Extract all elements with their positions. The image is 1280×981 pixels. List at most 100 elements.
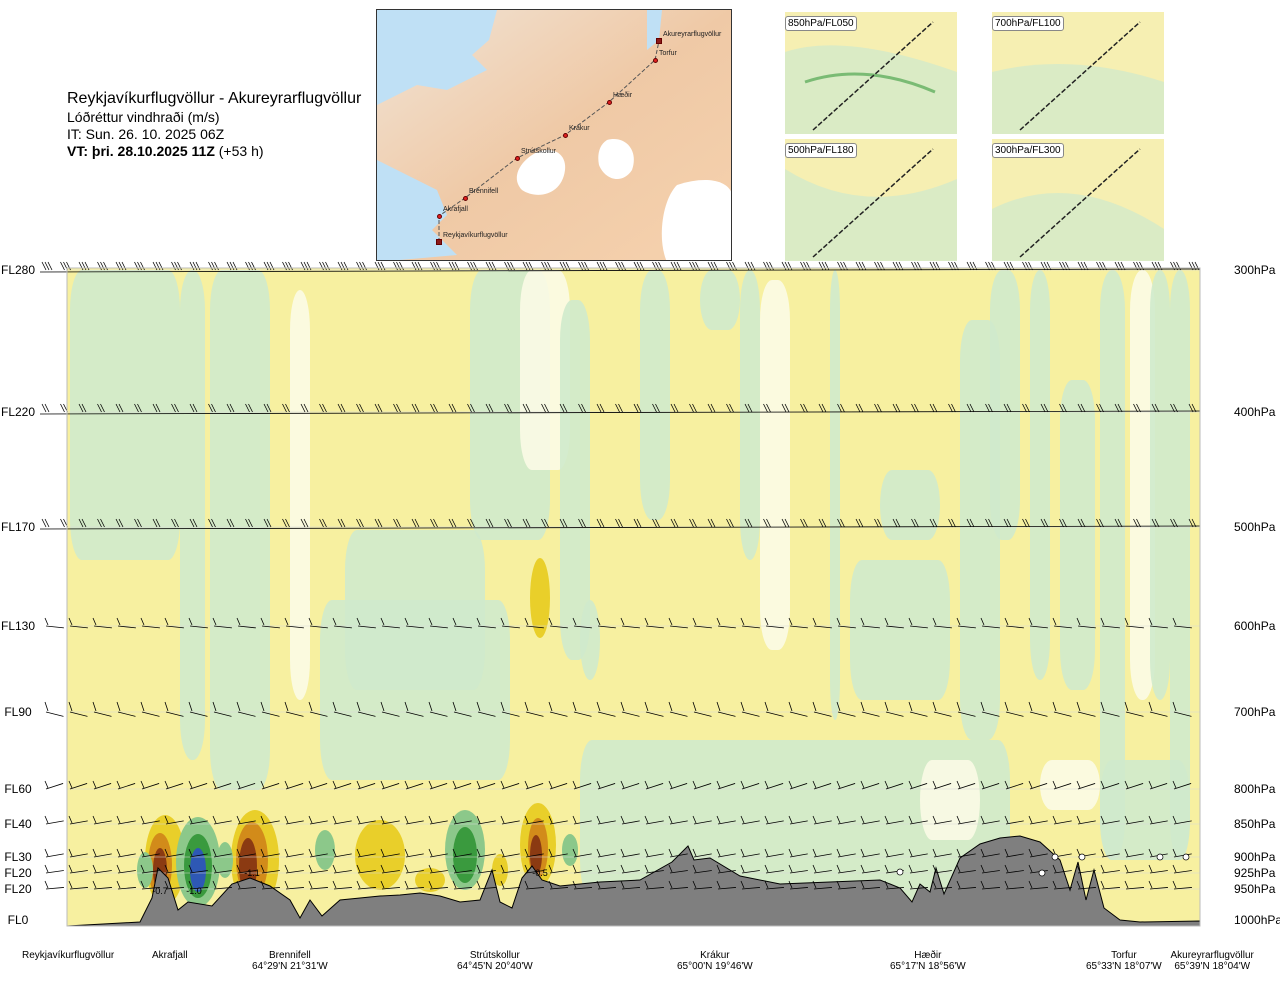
wind-barb [476,701,496,717]
wind-barb [140,848,160,858]
wind-barb [319,261,330,271]
wind-barb [1133,403,1141,413]
wind-barb [1028,701,1048,717]
wind-barb [97,261,108,271]
wind-barb [504,403,512,413]
wind-barb [956,815,976,825]
velocity-region [290,290,310,700]
wind-barbs [39,261,1201,890]
wind-barb [652,403,660,413]
wind-barb [908,864,928,874]
wind-barb [855,518,864,528]
y-tick-label: FL90 [4,705,32,719]
wind-barb [476,880,496,890]
velocity-region [640,270,670,520]
wind-barb [740,617,760,629]
wind-barb [644,617,664,629]
wind-barb [374,261,386,271]
wind-barb [860,780,880,790]
wind-barb [620,701,640,717]
wind-barb [140,815,160,825]
wind-barb [308,864,328,874]
wind-barb [430,403,438,413]
wind-barb [884,815,904,825]
wind-barb [308,848,328,858]
barb-shaft [39,268,1201,273]
wind-barb [284,701,304,717]
wind-barb [689,403,697,413]
wind-barb [116,780,136,790]
wind-barb [980,701,1000,717]
wind-barb [44,880,64,890]
annotation-label: -0.5 [532,868,548,878]
calm-marker [1182,853,1190,861]
wind-barb [236,780,256,790]
wind-barb [308,780,328,790]
wind-barb [911,261,922,271]
wind-barb [189,403,198,413]
y-right-tick-label: 1000hPa [1234,913,1280,927]
wind-barb [208,518,216,528]
wind-barb [908,815,928,825]
wind-barb [764,617,784,629]
y-right-tick-label: 850hPa [1234,817,1276,831]
wind-barb [1076,815,1096,825]
velocity-region [1060,380,1095,690]
wind-barb [572,848,592,858]
y-right-tick-label: 500hPa [1234,520,1276,534]
level-map-label: 700hPa/FL100 [992,16,1064,31]
wind-barb [620,815,640,825]
station-label: Krákur 65°00'N 19°46'W [677,950,753,972]
wind-barb [884,880,904,890]
station-coord: 65°39'N 18°04'W [1174,961,1251,972]
wind-barb [740,880,760,890]
wind-barb [615,261,626,271]
wind-barb [620,880,640,890]
wind-barb [212,780,232,790]
wind-barb [448,261,460,271]
wind-barb [1170,261,1181,271]
wind-barb [393,518,401,528]
wind-barb [452,617,472,629]
wind-barb [188,617,208,629]
station-label: Akureyrarflugvöllur 65°39'N 18°04'W [1171,950,1254,972]
wind-barb [332,617,352,629]
station-name: Akrafjall [152,950,188,961]
wind-barb [726,261,737,271]
wind-barb [140,617,160,629]
wind-barb [716,880,736,890]
wind-barb [1124,617,1144,629]
barb-shaft [39,410,1201,415]
wind-barb [164,815,184,825]
wind-barb [652,261,663,271]
wind-barb [1114,261,1126,271]
wind-barb [116,617,136,629]
wind-barb [308,617,328,629]
velocity-region [1030,270,1050,680]
level-map-700-canvas [992,12,1164,134]
wind-barb [716,780,736,790]
wind-barb [874,261,885,271]
wind-barb [932,848,952,858]
wind-barb [319,403,327,413]
wind-barb [476,815,496,825]
wind-barb [260,780,280,790]
wind-barb [818,403,827,413]
wind-barb [744,261,756,271]
wind-barb [524,848,544,858]
wind-barb [115,261,127,271]
wind-barb [404,848,424,858]
wind-barb [668,701,688,717]
wind-barb [932,701,952,717]
wind-barb [559,261,571,271]
wind-barb [541,403,549,413]
wind-barb [1124,880,1144,890]
route-point-label: Torfur [659,50,677,57]
wind-barb [932,617,952,629]
wind-barb [1052,617,1072,629]
wind-barb [115,518,124,528]
wind-barb [476,848,496,858]
wind-barb [692,780,712,790]
wind-barb [1172,864,1192,874]
annotation-label: -1.0 [186,886,202,896]
